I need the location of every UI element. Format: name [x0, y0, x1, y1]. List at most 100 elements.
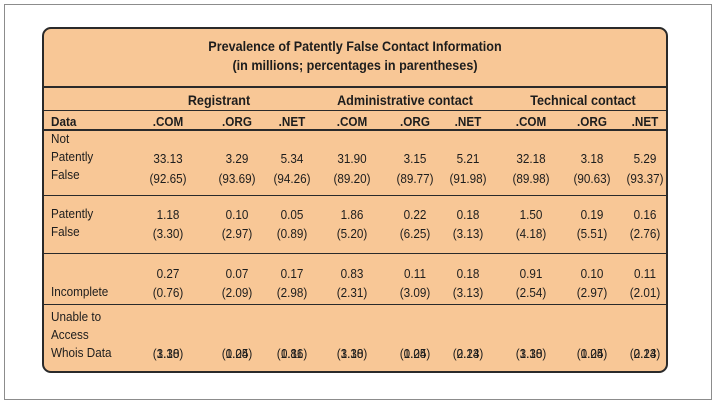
- table-cell-value: 1.86: [340, 207, 364, 222]
- table-cell-value: 0.04: [580, 346, 604, 361]
- column-header: .COM: [515, 114, 547, 129]
- table-cell-value: 0.11: [281, 346, 303, 361]
- table-cell-percent: (90.63): [573, 171, 611, 186]
- table-title: Prevalence of Patently False Contact Inf…: [75, 37, 635, 75]
- table-cell-value: 0.13: [633, 346, 657, 361]
- table-cell-percent: (92.65): [149, 171, 187, 186]
- table-cell-value: 0.83: [340, 266, 364, 281]
- table-cell-percent: (5.51): [576, 226, 608, 241]
- table-cell-value: 0.10: [225, 207, 249, 222]
- table-cell-percent: (6.25): [399, 226, 431, 241]
- row-label: Patently: [51, 149, 94, 164]
- table-cell-percent: (4.18): [515, 226, 547, 241]
- row-label: Not: [51, 131, 70, 146]
- table-cell-percent: (1.25): [221, 346, 253, 361]
- table-cell-value: 0.27: [156, 266, 180, 281]
- table-cell-percent: (2.97): [221, 226, 253, 241]
- rule-line-0: [44, 86, 666, 88]
- table-cell-value: 0.22: [403, 207, 427, 222]
- column-header: .NET: [454, 114, 482, 129]
- table-cell-percent: (3.13): [452, 285, 484, 300]
- table-cell-value: 1.18: [519, 346, 543, 361]
- table-cell-percent: (3.13): [452, 226, 484, 241]
- table-cell-percent: (2.97): [576, 285, 608, 300]
- table-cell-percent: (93.69): [218, 171, 256, 186]
- table-cell-value: 1.50: [519, 207, 543, 222]
- table-cell-value: 0.19: [580, 207, 604, 222]
- table-cell-percent: (3.30): [152, 226, 184, 241]
- table-cell-value: 0.18: [456, 207, 480, 222]
- row-label: Whois Data: [51, 345, 112, 360]
- row-label: Incomplete: [51, 284, 109, 299]
- column-header: .ORG: [222, 114, 252, 129]
- table-cell-value: 0.18: [456, 266, 480, 281]
- table-cell-percent: (94.26): [273, 171, 311, 186]
- table-cell-percent: (1.25): [576, 346, 608, 361]
- table-cell-value: 3.29: [225, 151, 249, 166]
- table-cell-value: 5.29: [633, 151, 657, 166]
- table-cell-percent: (3.30): [515, 346, 547, 361]
- table-cell-value: 0.91: [519, 266, 543, 281]
- table-cell-percent: (2.01): [629, 285, 661, 300]
- table-cell-percent: (2.98): [276, 285, 308, 300]
- table-title-line-2: (in millions; percentages in parentheses…: [232, 57, 478, 73]
- table-cell-value: 1.18: [340, 346, 364, 361]
- table-title-line-1: Prevalence of Patently False Contact Inf…: [208, 38, 502, 54]
- table-cell-value: 0.11: [634, 266, 656, 281]
- table-cell-value: 33.13: [153, 151, 183, 166]
- table-cell-percent: (2.54): [515, 285, 547, 300]
- table-cell-value: 0.13: [456, 346, 480, 361]
- table-cell-value: 0.16: [633, 207, 657, 222]
- group-header: Technical contact: [530, 92, 636, 108]
- column-header: .COM: [336, 114, 368, 129]
- rule-line-5: [44, 304, 666, 305]
- table-cell-value: 3.15: [403, 151, 427, 166]
- column-header: .NET: [631, 114, 659, 129]
- table-cell-value: 0.05: [280, 207, 304, 222]
- row-label: Access: [51, 327, 89, 342]
- table-cell-percent: (91.98): [449, 171, 487, 186]
- row-label: False: [51, 167, 80, 182]
- row-label: Unable to: [51, 309, 102, 324]
- table-cell-value: 0.04: [225, 346, 249, 361]
- rule-line-2: [44, 129, 666, 131]
- row-label: False: [51, 224, 80, 239]
- table-cell-value: 0.10: [580, 266, 604, 281]
- table-cell-percent: (89.98): [512, 171, 550, 186]
- table-cell-percent: (2.76): [629, 226, 661, 241]
- table-cell-percent: (1.25): [399, 346, 431, 361]
- table-cell-value: 5.21: [456, 151, 480, 166]
- table-cell-value: 5.34: [280, 151, 304, 166]
- table-cell-percent: (0.76): [152, 285, 184, 300]
- table-cell-value: 0.04: [403, 346, 427, 361]
- group-header: Administrative contact: [337, 92, 473, 108]
- data-column-header: Data: [51, 114, 77, 129]
- rule-line-1: [44, 110, 666, 111]
- table-cell-value: 32.18: [516, 151, 546, 166]
- table-cell-percent: (3.30): [336, 346, 368, 361]
- column-header: .NET: [278, 114, 306, 129]
- table-cell-value: 0.07: [225, 266, 249, 281]
- table-cell-percent: (2.24): [629, 346, 661, 361]
- table-cell-percent: (0.89): [276, 226, 308, 241]
- rule-line-4: [44, 253, 666, 254]
- table-cell-value: 0.11: [404, 266, 426, 281]
- column-header: .COM: [152, 114, 184, 129]
- column-header: .ORG: [400, 114, 430, 129]
- table-cell-percent: (2.31): [336, 285, 368, 300]
- column-header: .ORG: [577, 114, 607, 129]
- table-cell-value: 1.18: [156, 207, 180, 222]
- table-cell-value: 3.18: [580, 151, 604, 166]
- table-cell-value: 0.17: [280, 266, 304, 281]
- row-label: Patently: [51, 206, 94, 221]
- table-cell-percent: (89.77): [396, 171, 434, 186]
- contact-info-table: Prevalence of Patently False Contact Inf…: [42, 27, 668, 373]
- table-cell-percent: (93.37): [626, 171, 664, 186]
- table-cell-percent: (89.20): [333, 171, 371, 186]
- rule-line-3: [44, 195, 666, 196]
- table-cell-percent: (1.86): [276, 346, 308, 361]
- table-cell-percent: (3.09): [399, 285, 431, 300]
- table-cell-percent: (5.20): [336, 226, 368, 241]
- table-cell-percent: (3.30): [152, 346, 184, 361]
- group-header: Registrant: [187, 92, 251, 108]
